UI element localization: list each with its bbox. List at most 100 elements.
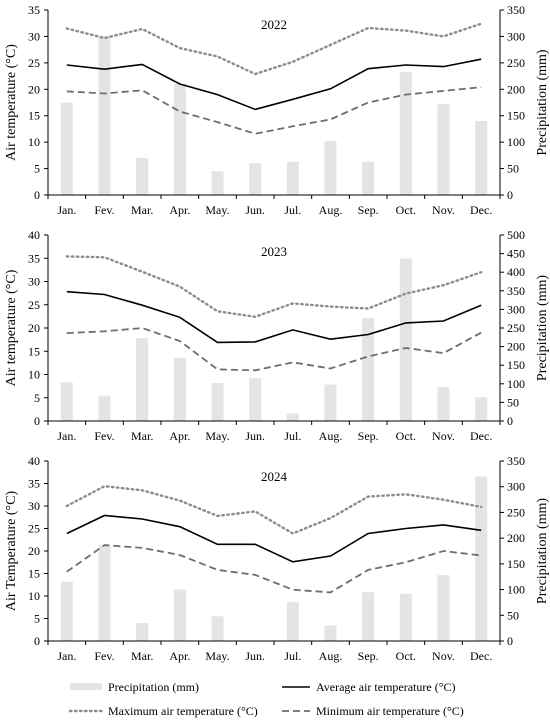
avg-temperature-line [66, 58, 482, 111]
precipitation-bar-aug [324, 141, 337, 195]
precipitation-bar-fev [98, 544, 111, 641]
precipitation-bar-apr [173, 589, 186, 641]
x-tick-label: Jan. [57, 429, 76, 443]
right-tick-label: 150 [507, 109, 525, 123]
precipitation-bar-jun [249, 163, 262, 195]
left-tick-label: 30 [28, 499, 40, 513]
right-tick-label: 100 [507, 583, 525, 597]
x-tick-label: Sep. [358, 649, 379, 663]
right-tick-label: 150 [507, 358, 525, 372]
left-axis-title: Air temperature (°C) [4, 44, 19, 161]
precipitation-bar-fev [98, 395, 111, 421]
x-tick-label: Aug. [319, 203, 343, 217]
left-axis-title: Air Temperature (°C) [4, 491, 19, 612]
x-tick-label: Jun. [245, 429, 265, 443]
right-tick-label: 100 [507, 135, 525, 149]
precipitation-bar-apr [173, 84, 186, 195]
precipitation-bar-dec [475, 397, 488, 421]
right-tick-label: 350 [507, 3, 525, 17]
x-tick-label: Jul. [284, 649, 301, 663]
left-tick-label: 25 [28, 56, 40, 70]
precipitation-bar-fev [98, 36, 111, 195]
precipitation-bar-may [211, 383, 224, 421]
max-temperature-line [65, 484, 483, 535]
left-tick-label: 35 [28, 477, 40, 491]
precipitation-bar-may [211, 616, 224, 641]
left-tick-label: 30 [28, 275, 40, 289]
right-tick-label: 200 [507, 82, 525, 96]
precipitation-bar-nov [437, 387, 450, 421]
precipitation-bar-oct [399, 258, 412, 421]
x-tick-label: Sep. [358, 429, 379, 443]
x-tick-label: Dec. [470, 429, 492, 443]
precipitation-bar-aug [324, 384, 337, 421]
legend-label-min: Minimum air temperature (°C) [316, 704, 464, 718]
right-tick-label: 400 [507, 265, 525, 279]
legend: Precipitation (mm) Average air temperatu… [68, 680, 464, 718]
x-tick-label: Mar. [131, 429, 153, 443]
x-tick-label: Mar. [131, 649, 153, 663]
right-axis-title: Precipitation (mm) [535, 275, 550, 381]
x-tick-label: Nov. [432, 649, 455, 663]
left-tick-label: 20 [28, 82, 40, 96]
right-tick-label: 150 [507, 557, 525, 571]
precipitation-bar-jul [286, 161, 299, 195]
left-tick-label: 5 [34, 391, 40, 405]
left-tick-label: 25 [28, 298, 40, 312]
x-tick-label: Oct. [396, 649, 416, 663]
precipitation-bar-mar [136, 623, 149, 641]
panel-title: 2022 [261, 17, 287, 32]
right-tick-label: 0 [507, 188, 513, 202]
left-tick-label: 40 [28, 228, 40, 242]
panel-title: 2023 [261, 244, 287, 259]
precipitation-bar-oct [399, 593, 412, 641]
precipitation-bar-mar [136, 158, 149, 195]
right-tick-label: 50 [507, 162, 519, 176]
right-tick-label: 200 [507, 531, 525, 545]
x-tick-label: Sep. [358, 203, 379, 217]
right-tick-label: 250 [507, 56, 525, 70]
x-tick-label: Oct. [396, 429, 416, 443]
precipitation-bar-nov [437, 575, 450, 641]
precipitation-bar-jan [60, 102, 73, 195]
left-tick-label: 10 [28, 589, 40, 603]
left-tick-label: 15 [28, 109, 40, 123]
x-tick-label: Jul. [284, 429, 301, 443]
x-tick-label: Jul. [284, 203, 301, 217]
right-tick-label: 50 [507, 608, 519, 622]
left-tick-label: 25 [28, 522, 40, 536]
left-tick-label: 35 [28, 3, 40, 17]
legend-label-avg: Average air temperature (°C) [316, 680, 456, 694]
precipitation-bar-oct [399, 71, 412, 195]
x-tick-label: Fev. [94, 649, 114, 663]
avg-temperature-line [66, 290, 482, 344]
x-tick-label: Dec. [470, 203, 492, 217]
left-tick-label: 10 [28, 368, 40, 382]
avg-temperature-line [66, 514, 482, 563]
precipitation-bar-jun [249, 378, 262, 421]
left-tick-label: 20 [28, 321, 40, 335]
left-tick-label: 5 [34, 612, 40, 626]
precipitation-bar-may [211, 171, 224, 195]
left-tick-label: 5 [34, 162, 40, 176]
chart-2024: 0 5 10 15 20 25 30 35 40 0 50 100 150 200 250 300 350 Jan… [4, 454, 550, 663]
x-tick-label: Nov. [432, 429, 455, 443]
legend-label-precipitation: Precipitation (mm) [108, 680, 199, 694]
x-tick-label: Fev. [94, 203, 114, 217]
min-temperature-line [66, 544, 482, 594]
x-tick-label: May. [205, 203, 229, 217]
precipitation-bar-jul [286, 413, 299, 421]
right-tick-label: 300 [507, 480, 525, 494]
right-tick-label: 250 [507, 505, 525, 519]
legend-swatch-precipitation [70, 683, 102, 690]
precipitation-bar-mar [136, 338, 149, 421]
precipitation-bar-sep [362, 317, 375, 421]
left-tick-label: 0 [34, 414, 40, 428]
x-tick-label: Jun. [245, 649, 265, 663]
right-tick-label: 100 [507, 377, 525, 391]
x-tick-label: May. [205, 429, 229, 443]
right-tick-label: 350 [507, 454, 525, 468]
max-temperature-line [65, 22, 483, 76]
